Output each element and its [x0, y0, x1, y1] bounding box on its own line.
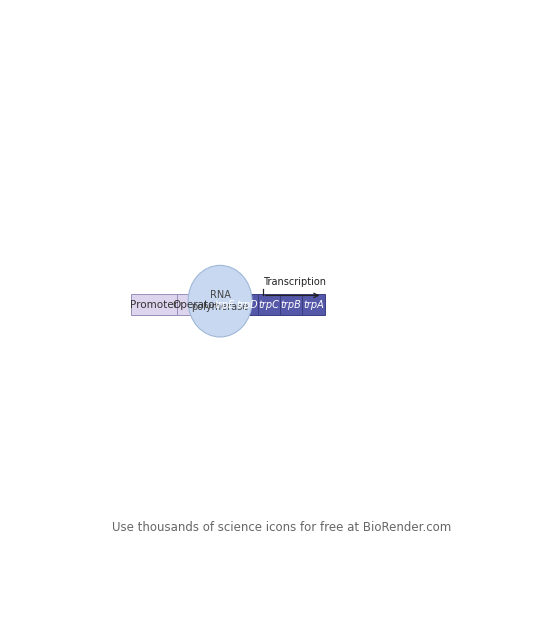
Text: Operator: Operator — [172, 299, 219, 309]
Text: trpA: trpA — [303, 299, 324, 309]
Bar — [178, 294, 214, 314]
Bar — [213, 294, 236, 314]
Bar — [258, 294, 280, 314]
Text: RNA
polymerase: RNA polymerase — [191, 290, 249, 312]
Bar — [302, 294, 324, 314]
Text: trpC: trpC — [258, 299, 279, 309]
Text: trpE: trpE — [214, 299, 235, 309]
Bar — [236, 294, 258, 314]
Bar — [280, 294, 302, 314]
Text: trpB: trpB — [281, 299, 302, 309]
Text: Promoter: Promoter — [130, 299, 178, 309]
Ellipse shape — [188, 265, 252, 337]
Text: Use thousands of science icons for free at BioRender.com: Use thousands of science icons for free … — [112, 521, 452, 534]
Text: Transcription: Transcription — [263, 277, 326, 287]
Text: trpD: trpD — [236, 299, 258, 309]
Bar — [130, 294, 178, 314]
